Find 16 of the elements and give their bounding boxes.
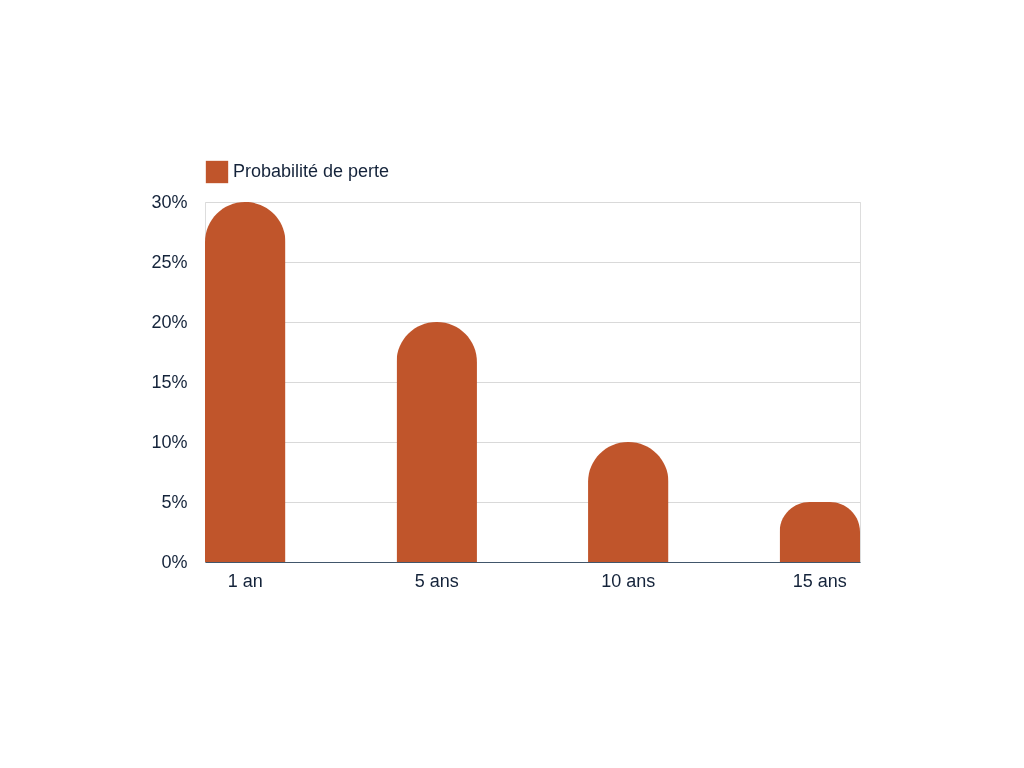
- y-tick-label: 25%: [151, 251, 188, 272]
- x-tick-label: 5 ans: [414, 570, 459, 591]
- y-tick-label: 5%: [161, 491, 188, 512]
- legend-label: Probabilité de perte: [233, 161, 390, 181]
- bar: [396, 322, 477, 562]
- y-tick-label: 15%: [151, 371, 188, 392]
- y-tick-label: 30%: [151, 191, 188, 212]
- bar: [779, 502, 860, 562]
- bar: [588, 442, 669, 562]
- bar: [205, 202, 286, 562]
- y-tick-label: 10%: [151, 431, 188, 452]
- x-tick-label: 1 an: [227, 570, 263, 591]
- y-tick-label: 20%: [151, 311, 188, 332]
- x-tick-label: 15 ans: [792, 570, 847, 591]
- y-tick-label: 0%: [161, 551, 188, 572]
- x-tick-label: 10 ans: [601, 570, 656, 591]
